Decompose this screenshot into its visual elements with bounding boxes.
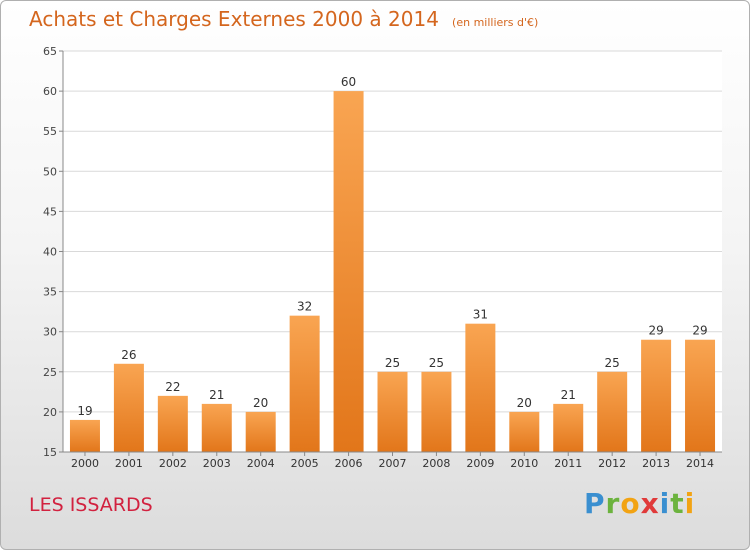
logo-letter: t: [670, 487, 685, 520]
bar-2013: [641, 339, 672, 452]
logo-letter: r: [605, 487, 621, 520]
bar-2011: [553, 403, 584, 452]
chart-unit: (en milliers d'€): [452, 16, 539, 29]
value-label: 29: [648, 324, 663, 338]
x-tick-label: 2004: [247, 457, 275, 470]
logo-letter: P: [584, 487, 606, 520]
x-tick-label: 2014: [686, 457, 714, 470]
value-label: 25: [429, 356, 444, 370]
value-label: 31: [473, 308, 488, 322]
value-label: 29: [692, 324, 707, 338]
commune-name: LES ISSARDS: [29, 494, 153, 516]
proxiti-logo[interactable]: Proxiti: [584, 487, 695, 520]
y-tick-label: 20: [43, 406, 57, 419]
value-label: 22: [165, 380, 180, 394]
logo-letter: i: [659, 487, 671, 520]
x-tick-label: 2001: [115, 457, 143, 470]
y-tick-label: 45: [43, 205, 57, 218]
bar-2008: [421, 371, 452, 452]
x-tick-label: 2003: [203, 457, 231, 470]
y-tick-label: 55: [43, 125, 57, 138]
value-label: 20: [253, 396, 268, 410]
title-row: Achats et Charges Externes 2000 à 2014 (…: [29, 7, 538, 31]
value-label: 19: [77, 404, 92, 418]
bar-2006: [333, 91, 364, 452]
x-tick-label: 2008: [422, 457, 450, 470]
y-tick-label: 50: [43, 165, 57, 178]
logo-letter: i: [684, 487, 696, 520]
y-tick-label: 40: [43, 246, 57, 259]
y-tick-label: 25: [43, 366, 57, 379]
x-tick-label: 2009: [466, 457, 494, 470]
x-tick-label: 2007: [379, 457, 407, 470]
bar-2012: [597, 371, 628, 452]
bar-2001: [113, 363, 144, 452]
bar-2005: [289, 315, 320, 452]
bar-2010: [509, 411, 540, 452]
bar-2004: [245, 411, 276, 452]
y-tick-label: 60: [43, 85, 57, 98]
y-tick-label: 35: [43, 286, 57, 299]
x-tick-label: 2005: [291, 457, 319, 470]
value-label: 26: [121, 348, 136, 362]
bar-2003: [201, 403, 232, 452]
value-label: 25: [385, 356, 400, 370]
value-label: 60: [341, 75, 356, 89]
y-tick-label: 65: [43, 45, 57, 58]
chart-title: Achats et Charges Externes 2000 à 2014: [29, 7, 439, 31]
x-tick-label: 2006: [335, 457, 363, 470]
y-tick-label: 15: [43, 446, 57, 459]
value-label: 32: [297, 300, 312, 314]
logo-letter: x: [640, 487, 660, 520]
value-label: 21: [561, 388, 576, 402]
x-tick-label: 2013: [642, 457, 670, 470]
value-label: 25: [605, 356, 620, 370]
x-tick-label: 2000: [71, 457, 99, 470]
x-tick-label: 2011: [554, 457, 582, 470]
logo-letter: o: [620, 487, 641, 520]
bar-2000: [69, 419, 100, 452]
value-label: 20: [517, 396, 532, 410]
bar-2007: [377, 371, 408, 452]
y-tick-label: 30: [43, 326, 57, 339]
bar-2009: [465, 323, 496, 452]
bar-2002: [157, 395, 188, 452]
x-tick-label: 2010: [510, 457, 538, 470]
value-label: 21: [209, 388, 224, 402]
bar-2014: [685, 339, 716, 452]
x-tick-label: 2012: [598, 457, 626, 470]
x-tick-label: 2002: [159, 457, 187, 470]
